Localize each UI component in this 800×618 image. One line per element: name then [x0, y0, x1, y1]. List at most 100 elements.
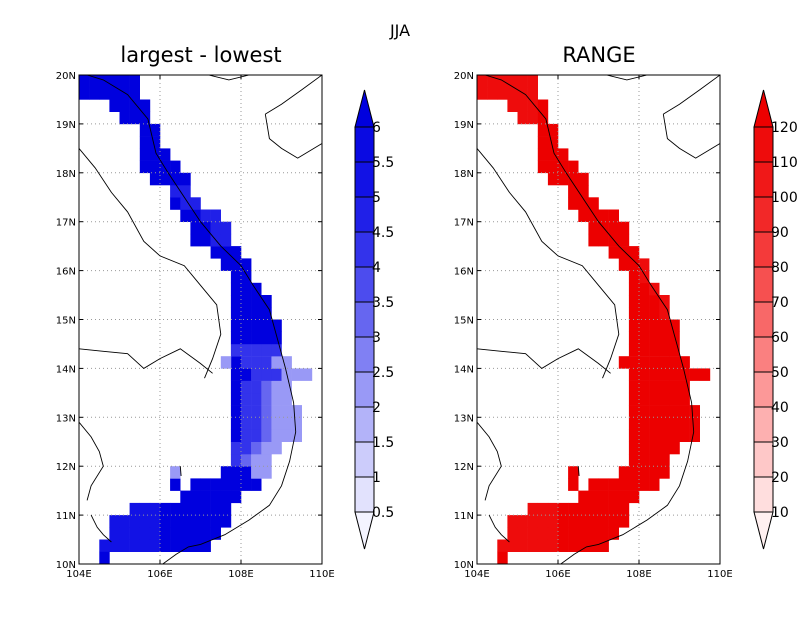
field-cell — [241, 295, 252, 308]
field-cell — [628, 490, 640, 504]
y-tick-label: 16N — [56, 267, 76, 278]
field-cell — [220, 356, 232, 369]
field-cell — [649, 429, 660, 442]
field-cell — [669, 331, 680, 345]
field-cell — [139, 527, 151, 540]
field-cell — [220, 502, 232, 516]
field-cell — [210, 490, 221, 504]
field-cell — [669, 392, 680, 406]
field-cell — [210, 246, 221, 259]
field-cell — [271, 331, 282, 345]
colorbar-label: 2 — [372, 400, 381, 416]
field-cell — [639, 441, 650, 455]
field-cell — [99, 75, 110, 88]
field-cell — [170, 172, 181, 186]
field-cell — [230, 307, 242, 320]
field-cell — [129, 539, 140, 552]
y-tick-label: 19N — [454, 120, 474, 131]
x-tick-label: 104E — [464, 569, 489, 580]
panel-title: largest - lowest — [120, 43, 281, 67]
field-cell — [241, 356, 252, 369]
field-cell — [537, 111, 549, 125]
field-cell — [180, 539, 191, 552]
field-cell — [251, 392, 262, 406]
field-cell — [537, 515, 549, 528]
field-cell — [689, 429, 700, 442]
gridlines — [477, 75, 720, 564]
field-cell — [241, 405, 252, 418]
field-cell — [639, 307, 650, 320]
field-cell — [170, 515, 181, 528]
y-tick-label: 10N — [56, 560, 76, 571]
field-cell — [241, 343, 252, 357]
field-cell — [99, 551, 110, 564]
field-cell — [230, 331, 242, 345]
axis-ticks: 10N 11N 12N 13N 14N 15N 16N 17N 18N 19N 20N 104E 106… — [454, 71, 733, 580]
field-cell — [230, 258, 242, 271]
field-cell — [517, 87, 528, 100]
coastline-path — [484, 75, 695, 564]
field-cell — [99, 87, 110, 100]
field-cell — [527, 75, 538, 88]
field-cell — [251, 454, 262, 467]
field-cell — [628, 454, 640, 467]
field-cell — [200, 539, 211, 552]
field-cell — [598, 478, 609, 491]
field-cell — [517, 527, 528, 540]
y-tick-label: 17N — [454, 218, 474, 229]
field-cell — [649, 454, 660, 467]
field-cell — [507, 99, 518, 112]
coastline-path — [662, 75, 720, 159]
field-cell — [251, 282, 262, 296]
coastline-path — [606, 75, 648, 81]
field-cell — [649, 441, 660, 455]
field-cell — [659, 343, 670, 357]
field-cell — [241, 454, 252, 467]
field-cell — [190, 515, 201, 528]
y-tick-label: 20N — [454, 71, 474, 82]
colorbar-label: 4.5 — [372, 225, 394, 241]
field-cell — [527, 99, 538, 112]
map-frame — [78, 74, 323, 565]
colorbar-label: 5.5 — [372, 155, 394, 171]
field-cell — [669, 380, 680, 394]
field-cell — [251, 466, 262, 479]
x-tick-label: 104E — [66, 569, 91, 580]
field-cell — [517, 75, 528, 88]
colorbar-label: 120 — [771, 120, 798, 136]
field-cell — [568, 527, 579, 540]
colorbar: 0.5 1 1.5 2 2.5 3 3.5 4 4.5 5 5.5 6 — [354, 89, 394, 550]
field-cell — [537, 160, 549, 174]
field-cell — [659, 319, 670, 332]
colorbar-extend-min — [354, 511, 375, 550]
field-cell — [180, 209, 191, 222]
field-cell — [230, 429, 242, 442]
field-cell — [139, 99, 151, 112]
field-cell — [251, 441, 262, 455]
field-cell — [129, 111, 140, 125]
field-cell — [527, 527, 538, 540]
field-cell — [578, 527, 589, 540]
field-cell — [477, 87, 488, 100]
field-cell — [190, 478, 201, 491]
field-cell — [109, 99, 120, 112]
coastline-path — [264, 75, 322, 159]
field-cell — [230, 405, 242, 418]
field-cell — [139, 123, 151, 137]
field-cell — [180, 502, 191, 516]
field-cell — [79, 87, 90, 100]
field-cell — [588, 221, 599, 235]
field-cell — [598, 209, 609, 222]
field-cell — [618, 233, 630, 247]
field-cell — [200, 527, 211, 540]
field-cell — [271, 417, 282, 430]
field-cell — [568, 502, 579, 516]
field-cell — [241, 368, 252, 381]
field-cell — [588, 502, 599, 516]
field-cell — [261, 380, 272, 394]
field-cell — [659, 380, 670, 394]
y-tick-label: 10N — [454, 560, 474, 571]
field-cell — [129, 515, 140, 528]
field-cell — [241, 258, 252, 271]
